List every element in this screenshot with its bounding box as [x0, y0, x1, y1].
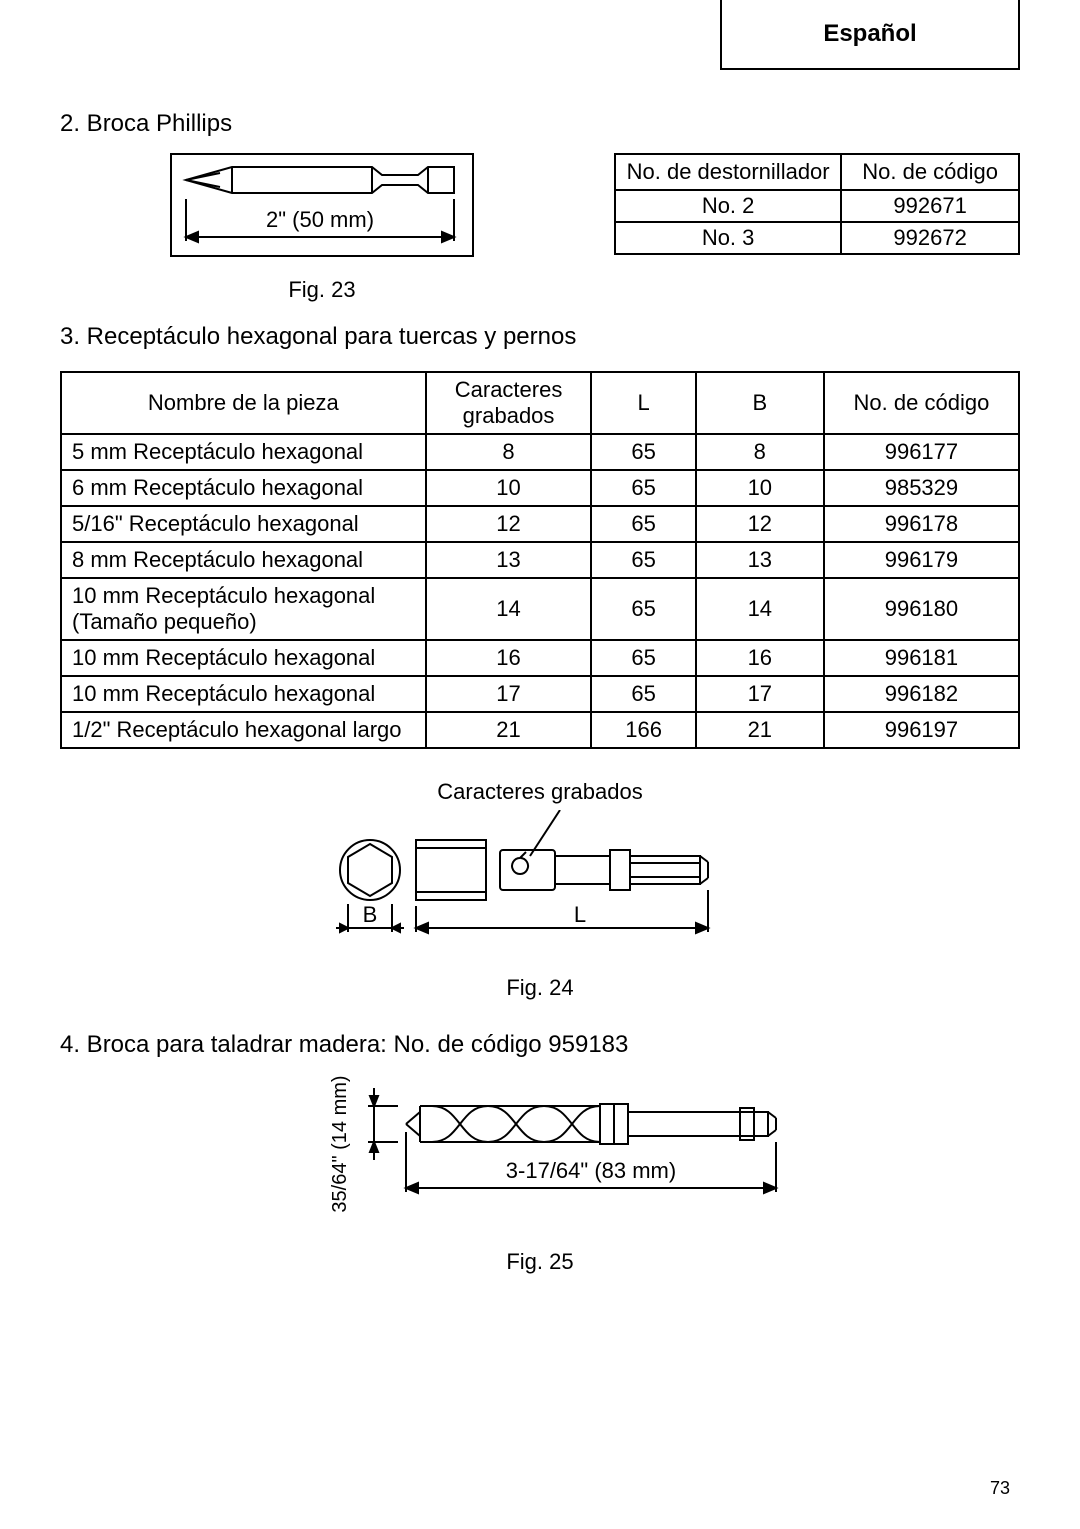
table-cell: 992671 [841, 190, 1019, 222]
table-cell: 985329 [824, 470, 1019, 506]
table-cell: 12 [696, 506, 824, 542]
phillips-table: No. de destornillador No. de código No. … [614, 153, 1020, 255]
language-label: Español [823, 20, 916, 48]
table-cell: 17 [426, 676, 592, 712]
table-cell: 996197 [824, 712, 1019, 748]
phillips-bit-icon: 2" (50 mm) [172, 155, 468, 251]
table-header: No. de código [824, 372, 1019, 434]
figure-23-dim: 2" (50 mm) [266, 207, 374, 232]
section-3-title: 3. Receptáculo hexagonal para tuercas y … [60, 323, 1020, 351]
table-cell: 65 [591, 470, 695, 506]
table-cell: 16 [696, 640, 824, 676]
table-cell: 8 [696, 434, 824, 470]
table-cell: 8 [426, 434, 592, 470]
table-header: Nombre de la pieza [61, 372, 426, 434]
table-cell: 65 [591, 640, 695, 676]
table-cell: 16 [426, 640, 592, 676]
table-cell: 996182 [824, 676, 1019, 712]
table-cell: 10 [426, 470, 592, 506]
table-row: 5/16" Receptáculo hexagonal126512996178 [61, 506, 1019, 542]
table-cell: No. 3 [615, 222, 841, 254]
figure-25-vert-dim: 35/64" (14 mm) [329, 1075, 351, 1212]
table-cell: 65 [591, 676, 695, 712]
table-row: 8 mm Receptáculo hexagonal136513996179 [61, 542, 1019, 578]
section-2-row: 2" (50 mm) Fig. 23 No. de destornillador… [60, 153, 1020, 303]
table-cell: 996178 [824, 506, 1019, 542]
table-row: No. 3992672 [615, 222, 1019, 254]
figure-24-L: L [574, 902, 586, 927]
figure-25-horiz-dim: 3-17/64" (83 mm) [506, 1158, 676, 1183]
page: Español 2. Broca Phillips [0, 0, 1080, 1529]
table-cell: 10 [696, 470, 824, 506]
language-box: Español [720, 0, 1020, 70]
table-cell: 6 mm Receptáculo hexagonal [61, 470, 426, 506]
table-cell: 65 [591, 578, 695, 640]
table-cell: 5 mm Receptáculo hexagonal [61, 434, 426, 470]
table-cell: 992672 [841, 222, 1019, 254]
table-cell: 10 mm Receptáculo hexagonal [61, 640, 426, 676]
figure-23-caption: Fig. 23 [170, 277, 474, 303]
table-cell: 13 [426, 542, 592, 578]
hex-socket-table: Nombre de la piezaCaracteres grabadosLBN… [60, 371, 1020, 749]
table1-header-0: No. de destornillador [615, 154, 841, 190]
table-row: No. 2992671 [615, 190, 1019, 222]
table-cell: 996180 [824, 578, 1019, 640]
table-cell: 166 [591, 712, 695, 748]
figure-24-top-label: Caracteres grabados [330, 779, 750, 805]
section-2-title: 2. Broca Phillips [60, 110, 1020, 138]
hex-socket-icon: B L [330, 810, 750, 950]
table-cell: 65 [591, 542, 695, 578]
table-cell: 10 mm Receptáculo hexagonal [61, 676, 426, 712]
page-number: 73 [990, 1478, 1010, 1499]
table-row: 10 mm Receptáculo hexagonal (Tamaño pequ… [61, 578, 1019, 640]
table-cell: 996177 [824, 434, 1019, 470]
figure-25-caption: Fig. 25 [320, 1249, 760, 1275]
table-cell: 1/2" Receptáculo hexagonal largo [61, 712, 426, 748]
table-cell: 21 [426, 712, 592, 748]
figure-23-box: 2" (50 mm) Fig. 23 [170, 153, 474, 303]
figure-24-caption: Fig. 24 [330, 975, 750, 1001]
table-row: 10 mm Receptáculo hexagonal176517996182 [61, 676, 1019, 712]
table-cell: 14 [696, 578, 824, 640]
section-4-title: 4. Broca para taladrar madera: No. de có… [60, 1031, 1020, 1059]
table-cell: 65 [591, 506, 695, 542]
figure-24-box: Caracteres grabados [330, 779, 750, 1001]
table-cell: 8 mm Receptáculo hexagonal [61, 542, 426, 578]
table-header: Caracteres grabados [426, 372, 592, 434]
table1-header-1: No. de código [841, 154, 1019, 190]
table-row: 10 mm Receptáculo hexagonal166516996181 [61, 640, 1019, 676]
table-row: 5 mm Receptáculo hexagonal8658996177 [61, 434, 1019, 470]
table-cell: 12 [426, 506, 592, 542]
figure-23-frame: 2" (50 mm) [170, 153, 474, 257]
table-header: B [696, 372, 824, 434]
table-cell: No. 2 [615, 190, 841, 222]
table-cell: 13 [696, 542, 824, 578]
table-row: 6 mm Receptáculo hexagonal106510985329 [61, 470, 1019, 506]
figure-24-B: B [363, 902, 378, 927]
table-cell: 17 [696, 676, 824, 712]
table-row: 1/2" Receptáculo hexagonal largo21166219… [61, 712, 1019, 748]
figure-25-box: 35/64" (14 mm) [320, 1074, 760, 1275]
table-cell: 21 [696, 712, 824, 748]
table-cell: 14 [426, 578, 592, 640]
table-header: L [591, 372, 695, 434]
table-cell: 996179 [824, 542, 1019, 578]
table-cell: 5/16" Receptáculo hexagonal [61, 506, 426, 542]
table-cell: 996181 [824, 640, 1019, 676]
wood-drill-bit-icon: 35/64" (14 mm) [320, 1074, 840, 1214]
table-cell: 65 [591, 434, 695, 470]
table-cell: 10 mm Receptáculo hexagonal (Tamaño pequ… [61, 578, 426, 640]
